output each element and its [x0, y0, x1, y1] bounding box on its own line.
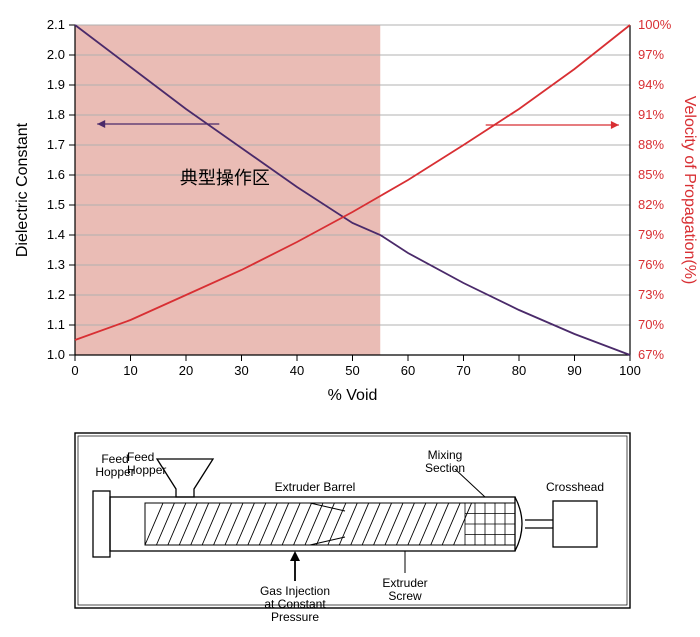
xtick-label: 20	[179, 363, 193, 378]
shaded-label: 典型操作区	[180, 168, 270, 188]
ytick-right-label: 88%	[638, 137, 664, 152]
screw-flight	[316, 503, 334, 545]
ytick-left-label: 1.0	[47, 347, 65, 362]
screw-core	[145, 503, 515, 545]
screw-flight	[156, 503, 174, 545]
screw-flight	[282, 503, 300, 545]
ytick-left-label: 1.7	[47, 137, 65, 152]
ytick-left-label: 1.1	[47, 317, 65, 332]
barrel-nose	[515, 497, 522, 551]
ytick-left-label: 1.2	[47, 287, 65, 302]
screw-flight	[179, 503, 197, 545]
label-crosshead: Crosshead	[546, 480, 604, 494]
screw-flight	[362, 503, 380, 545]
screw-flight	[339, 503, 357, 545]
ytick-right-label: 94%	[638, 77, 664, 92]
ytick-right-label: 85%	[638, 167, 664, 182]
label-feed-hopper: FeedHopper	[127, 450, 166, 477]
transition	[310, 503, 345, 511]
screw-flight	[236, 503, 254, 545]
crosshead-box	[553, 501, 597, 547]
screw-flight	[168, 503, 186, 545]
chart: 0 10 20 30 40 50 60 70 80 90 100 1.0 1.1 1.2 1.3 1.4 1.5…	[14, 17, 698, 404]
screw-flight	[271, 503, 289, 545]
ytick-right-label: 100%	[638, 17, 672, 32]
xtick-label: 60	[401, 363, 415, 378]
screw-flight	[259, 503, 277, 545]
screw-flight	[396, 503, 414, 545]
label-mixing-section: MixingSection	[425, 448, 465, 475]
xtick-label: 80	[512, 363, 526, 378]
ylabel-right: Velocity of Propagation(%)	[681, 96, 698, 285]
ytick-right-label: 79%	[638, 227, 664, 242]
ytick-right-label: 82%	[638, 197, 664, 212]
ytick-left-label: 1.8	[47, 107, 65, 122]
ytick-left-label: 2.1	[47, 17, 65, 32]
screw-flight	[305, 503, 323, 545]
screw-flight	[145, 503, 163, 545]
ytick-left-label: 1.4	[47, 227, 65, 242]
ytick-left-label: 1.5	[47, 197, 65, 212]
screw-flight	[248, 503, 266, 545]
screw-flight	[385, 503, 403, 545]
screw-flight	[202, 503, 220, 545]
ytick-right-label: 73%	[638, 287, 664, 302]
xtick-label: 40	[290, 363, 304, 378]
ytick-left-label: 1.3	[47, 257, 65, 272]
ytick-left-label: 1.6	[47, 167, 65, 182]
xtick-label: 0	[71, 363, 78, 378]
screw-flight	[431, 503, 449, 545]
ylabel-left: Dielectric Constant	[14, 122, 31, 257]
xtick-label: 50	[345, 363, 359, 378]
ytick-right-label: 91%	[638, 107, 664, 122]
screw-flight	[294, 503, 312, 545]
arrow-velocity-head	[611, 121, 619, 129]
xtick-label: 10	[123, 363, 137, 378]
screw-flight	[225, 503, 243, 545]
label-gas-injection: Gas Injectionat ConstantPressure	[260, 584, 330, 624]
end-plate	[93, 491, 110, 557]
xtick-label: 70	[456, 363, 470, 378]
label-extruder-screw: ExtruderScrew	[382, 576, 427, 603]
ytick-left-label: 2.0	[47, 47, 65, 62]
ytick-left-label: 1.9	[47, 77, 65, 92]
screw-flight	[419, 503, 437, 545]
screw-flight	[214, 503, 232, 545]
ytick-right-label: 76%	[638, 257, 664, 272]
screw-flight	[408, 503, 426, 545]
xtick-label: 100	[619, 363, 641, 378]
ytick-right-label: 97%	[638, 47, 664, 62]
screw-flight	[191, 503, 209, 545]
xtick-label: 90	[567, 363, 581, 378]
ytick-right-label: 70%	[638, 317, 664, 332]
xlabel: % Void	[328, 387, 378, 404]
screw-flight	[374, 503, 392, 545]
xtick-label: 30	[234, 363, 248, 378]
ytick-right-label: 67%	[638, 347, 664, 362]
screw-flight	[442, 503, 460, 545]
gas-arrow-head	[290, 551, 300, 561]
shaded-region	[75, 25, 380, 355]
extruder-diagram: FeedHopper Extruder Barrel MixingSection Cr…	[75, 433, 630, 624]
label-extruder-barrel: Extruder Barrel	[275, 480, 356, 494]
screw-flight	[351, 503, 369, 545]
